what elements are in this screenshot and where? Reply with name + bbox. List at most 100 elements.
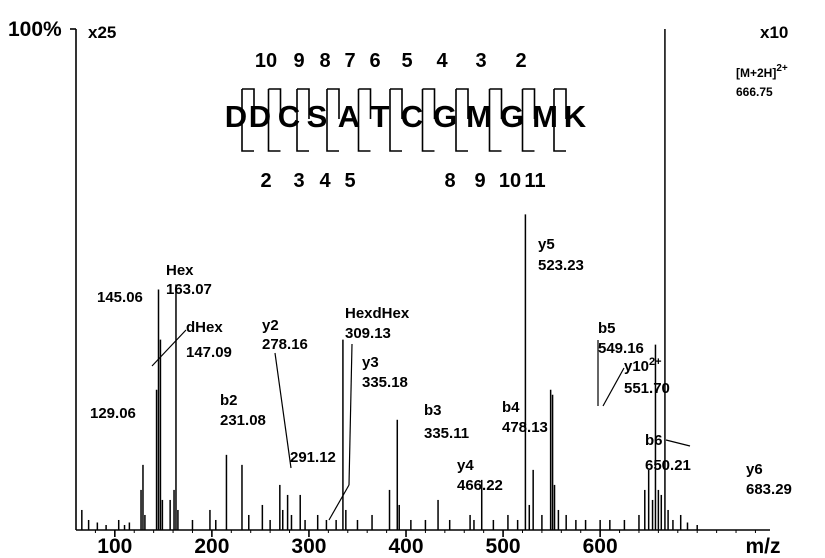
x-tick-label: 600: [583, 535, 618, 558]
sequence-bracket: [455, 88, 469, 152]
sequence-brackets: [241, 88, 567, 152]
annotation-name: b3: [424, 402, 442, 419]
x-axis-label: m/z: [745, 535, 780, 558]
annotation-y4: y4 466.22: [457, 457, 503, 494]
sequence-top-number: 2: [515, 50, 526, 72]
sequence-top-number: 5: [401, 50, 412, 72]
x-tick-label: 100: [97, 535, 132, 558]
sequence-residue: M: [466, 99, 492, 134]
precursor-ion: [M+2H]: [736, 66, 776, 80]
sequence-bottom-number: 4: [319, 170, 331, 192]
sequence-top-number: 6: [369, 50, 380, 72]
sequence-residue: C: [401, 99, 423, 134]
scale-note-x25: x25: [88, 23, 116, 42]
x-tick-label: 500: [486, 535, 521, 558]
sequence-top-number: 8: [319, 50, 330, 72]
sequence-bracket: [553, 88, 567, 152]
sequence-bracket: [521, 88, 536, 152]
x-ticks: 100 200 300 400 500 600: [94, 530, 756, 558]
annotation-hex: Hex 163.07: [166, 262, 212, 298]
annotation-mz: 291.12: [290, 449, 336, 466]
annotation-mz: 129.06: [90, 405, 136, 422]
sequence-bottom-numbers: 2 3 4 5 8 9 10 11: [260, 170, 545, 192]
annotation-name: y4: [457, 457, 474, 474]
annotation-name: y2: [262, 317, 279, 334]
leader-line: [274, 352, 292, 469]
annotation-name: y3: [362, 354, 379, 371]
sequence-top-number: 3: [475, 50, 486, 72]
annotation-dhex: dHex 147.09: [151, 319, 232, 367]
annotation-291: 291.12: [290, 449, 336, 466]
scale-note-x10: x10: [760, 23, 788, 42]
sequence-bottom-number: 5: [344, 170, 355, 192]
annotation-mz: 231.08: [220, 412, 266, 429]
annotation-mz: 309.13: [345, 325, 391, 342]
annotation-b3: b3 335.11: [424, 402, 469, 442]
annotation-name: HexdHex: [345, 305, 410, 322]
annotation-y6: y6 683.29: [746, 461, 792, 498]
leader-line: [348, 343, 353, 486]
annotation-hexdhex: HexdHex 309.13: [328, 305, 410, 521]
annotation-mz: 478.13: [502, 419, 548, 436]
x-tick-label: 400: [388, 535, 423, 558]
leader-line: [665, 439, 691, 447]
annotation-mz: 147.09: [186, 344, 232, 361]
sequence-top-number: 4: [436, 50, 448, 72]
sequence-bottom-number: 2: [260, 170, 271, 192]
leader-line: [328, 484, 350, 521]
annotation-mz: 551.70: [624, 380, 670, 397]
annotation-name: dHex: [186, 319, 223, 336]
peak-series: [81, 29, 698, 530]
precursor-mz: 666.75: [736, 85, 773, 99]
sequence-bracket: [326, 88, 340, 152]
annotation-mz: 335.18: [362, 374, 408, 391]
sequence-top-number: 7: [344, 50, 355, 72]
annotation-name: b5: [598, 320, 616, 337]
sequence-bracket: [488, 88, 503, 152]
annotation-name: b4: [502, 399, 520, 416]
annotation-mz: 466.22: [457, 477, 503, 494]
annotation-b6: b6 650.21: [645, 432, 691, 474]
leader-line: [602, 367, 625, 407]
x-tick-label: 200: [194, 535, 229, 558]
annotation-ion: y10: [624, 358, 649, 375]
sequence-residue: C: [278, 99, 300, 134]
sequence-bracket: [296, 88, 310, 152]
annotation-name: Hex: [166, 262, 194, 279]
annotation-mz: 145.06: [97, 289, 143, 306]
annotation-name: b2: [220, 392, 238, 409]
annotation-mz: 683.29: [746, 481, 792, 498]
annotation-name: b6: [645, 432, 663, 449]
sequence-bracket: [357, 88, 372, 152]
annotation-129: 129.06: [90, 405, 136, 422]
y-axis-label: 100%: [8, 18, 62, 41]
annotation-y3: y3 335.18: [362, 354, 408, 391]
sequence-residue: K: [564, 99, 587, 134]
sequence-top-numbers: 10 9 8 7 6 5 4 3 2: [255, 50, 527, 72]
sequence-residue: S: [307, 99, 328, 134]
annotation-charge: 2+: [649, 356, 662, 368]
precursor-charge: 2+: [776, 63, 788, 74]
annotation-mz: 523.23: [538, 257, 584, 274]
sequence-bracket: [421, 88, 436, 152]
precursor-label: [M+2H]2+: [736, 63, 788, 80]
annotation-y10: y102+ 551.70: [602, 356, 670, 407]
annotation-mz: 278.16: [262, 336, 308, 353]
sequence-bottom-number: 10: [499, 170, 521, 192]
sequence-top-number: 10: [255, 50, 277, 72]
leader-line: [151, 329, 187, 367]
annotation-145: 145.06: [97, 289, 143, 306]
annotation-y2: y2 278.16: [262, 317, 308, 469]
x-tick-label: 300: [291, 535, 326, 558]
sequence-top-number: 9: [293, 50, 304, 72]
sequence-bottom-number: 9: [474, 170, 485, 192]
annotation-b5: b5 549.16: [597, 320, 644, 406]
sequence-bottom-number: 3: [293, 170, 304, 192]
annotation-name: y6: [746, 461, 763, 478]
annotation-y5: y5 523.23: [538, 236, 584, 274]
annotation-b4: b4 478.13: [502, 399, 548, 436]
sequence-residue: D: [225, 99, 247, 134]
annotation-name: y102+: [624, 356, 662, 375]
